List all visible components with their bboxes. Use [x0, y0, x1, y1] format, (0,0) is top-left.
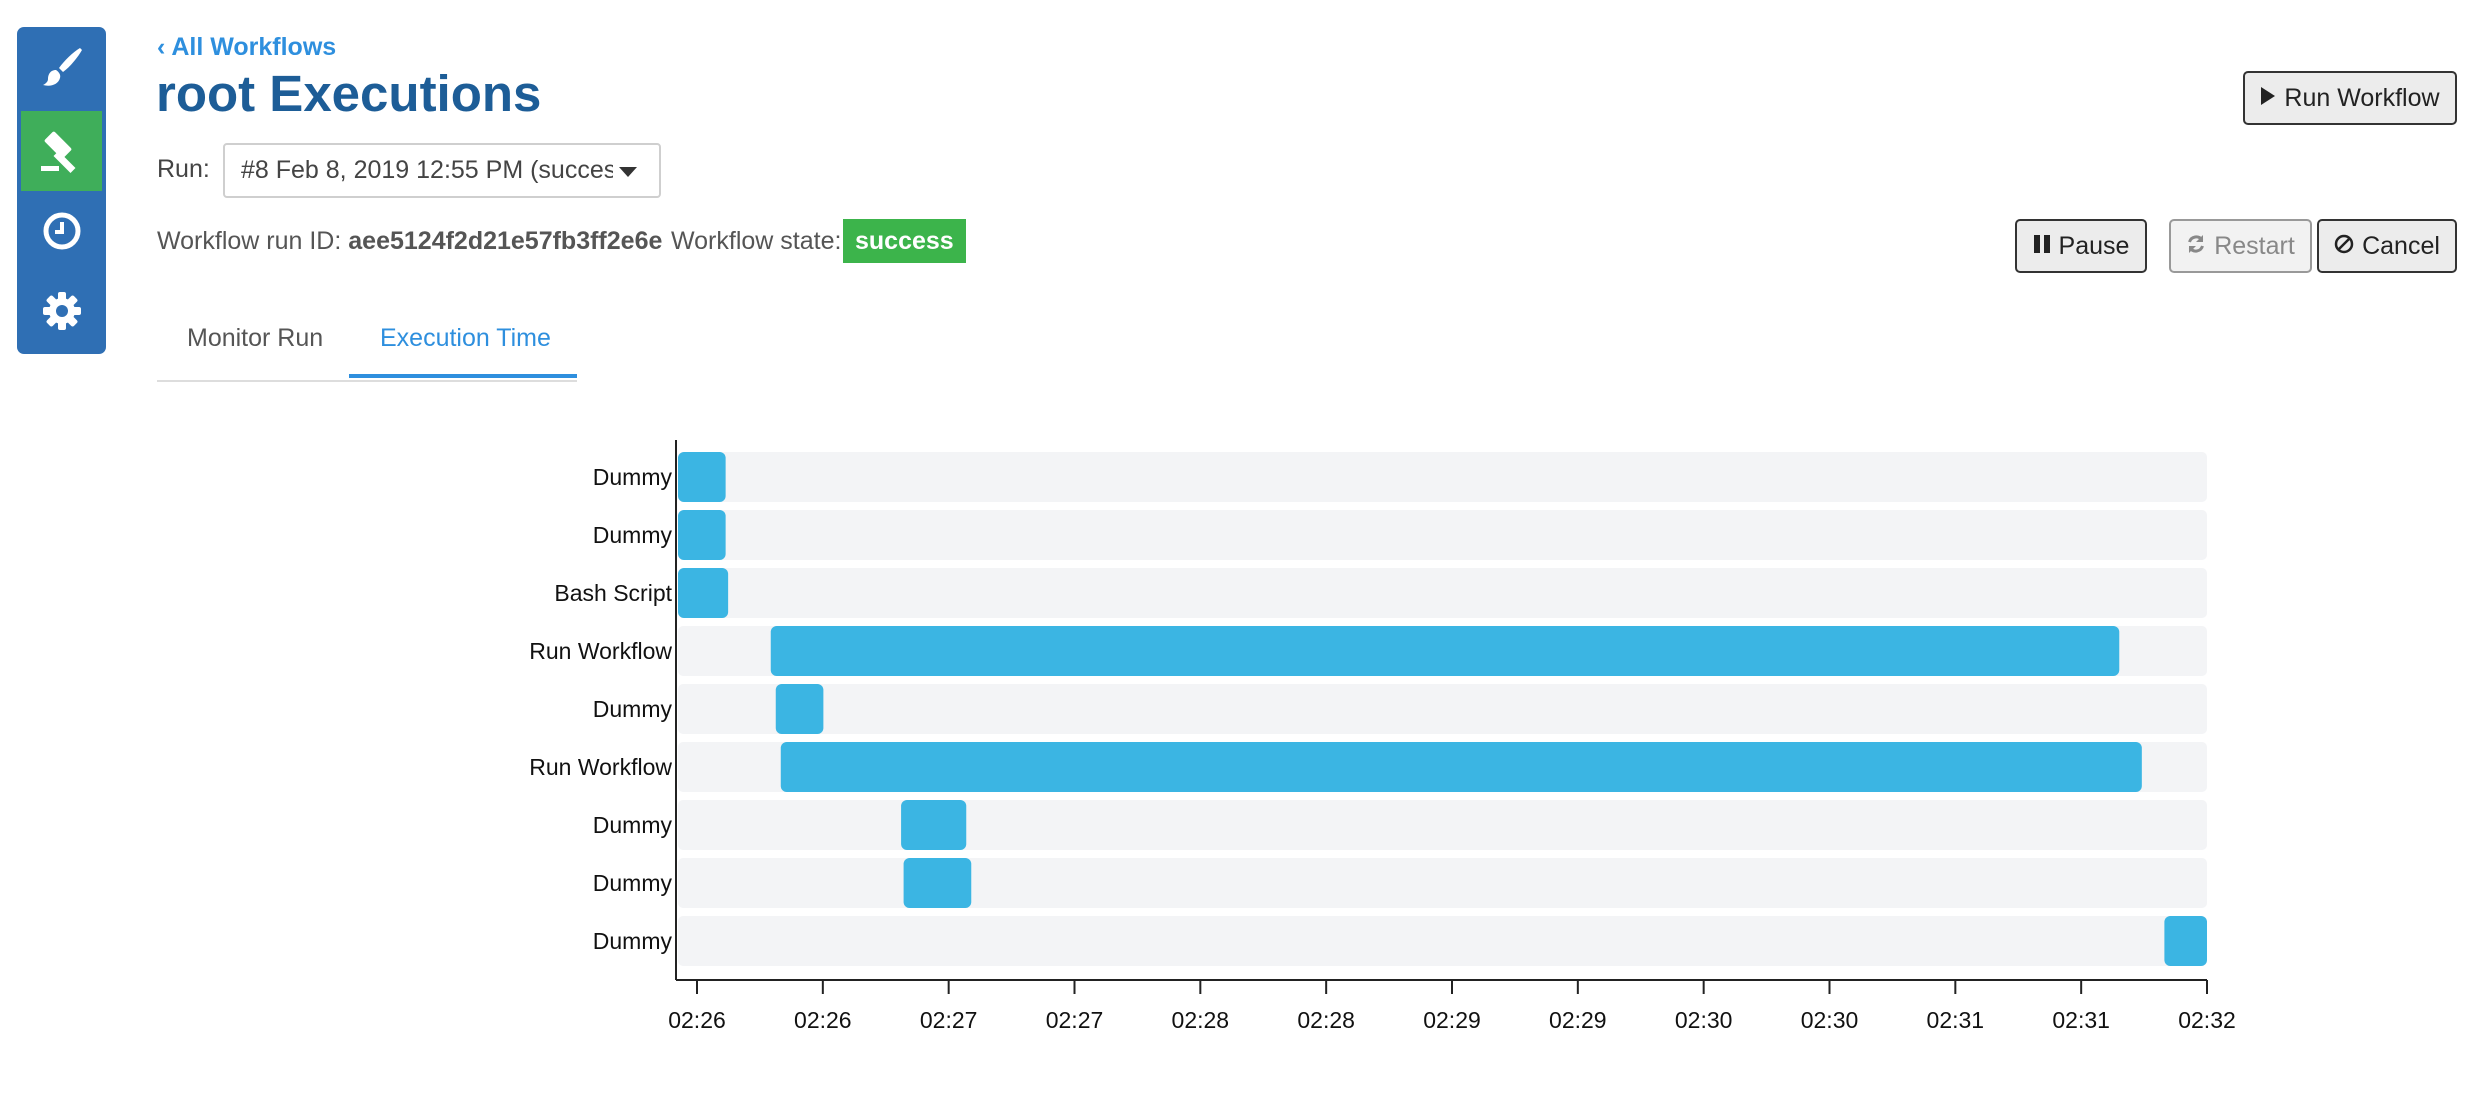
ban-icon: [2334, 232, 2354, 261]
cancel-button[interactable]: Cancel: [2317, 219, 2457, 273]
workflow-run-id: Workflow run ID: aee5124f2d21e57fb3ff2e6…: [157, 227, 662, 256]
chart-task-label: Dummy: [593, 696, 673, 722]
paintbrush-icon: [40, 45, 84, 89]
chart-task-label: Dummy: [593, 928, 673, 954]
chart-x-tick-label: 02:31: [1927, 1007, 1985, 1033]
chart-task-label: Dummy: [593, 812, 673, 838]
pause-label: Pause: [2058, 231, 2130, 260]
all-workflows-link[interactable]: ‹ All Workflows: [157, 33, 337, 61]
chart-task-label: Run Workflow: [529, 638, 672, 664]
restart-label: Restart: [2214, 231, 2295, 260]
sidebar-nav: [17, 27, 106, 354]
active-tab-indicator: [349, 374, 577, 378]
pause-icon: [2033, 232, 2051, 261]
chart-x-tick-label: 02:29: [1549, 1007, 1607, 1033]
sidebar-item-history[interactable]: [17, 191, 106, 271]
chart-task-bar: [901, 800, 967, 850]
page-title: root Executions: [156, 65, 542, 122]
run-id-value: aee5124f2d21e57fb3ff2e6e: [348, 227, 663, 255]
sidebar-item-executions[interactable]: [21, 111, 102, 191]
chart-task-bar: [780, 742, 2142, 792]
pause-button[interactable]: Pause: [2015, 219, 2147, 273]
chart-x-tick-label: 02:30: [1801, 1007, 1859, 1033]
status-badge: success: [843, 219, 966, 263]
tab-monitor-run[interactable]: Monitor Run: [187, 324, 324, 352]
run-label: Run:: [157, 155, 210, 183]
tab-execution-time[interactable]: Execution Time: [380, 324, 551, 352]
chart-task-label: Dummy: [593, 522, 673, 548]
gear-icon: [41, 290, 83, 332]
chart-task-bar: [2164, 916, 2207, 966]
tab-bar: Monitor Run Execution Time: [157, 308, 577, 382]
chart-x-tick-label: 02:26: [794, 1007, 852, 1033]
caret-down-icon: [619, 167, 637, 177]
chart-task-bar: [770, 626, 2120, 676]
chart-row-track: [678, 452, 2207, 502]
chart-task-label: Dummy: [593, 870, 673, 896]
gavel-icon: [39, 128, 85, 174]
chart-row-track: [678, 684, 2207, 734]
chart-x-tick-label: 02:26: [668, 1007, 726, 1033]
chart-task-bar: [678, 510, 726, 560]
chart-row-track: [678, 916, 2207, 966]
chart-x-tick-label: 02:28: [1172, 1007, 1230, 1033]
run-workflow-label: Run Workflow: [2284, 83, 2440, 112]
chart-x-tick-label: 02:28: [1297, 1007, 1355, 1033]
clock-icon: [41, 210, 83, 252]
chart-x-tick-label: 02:31: [2052, 1007, 2110, 1033]
run-id-label: Workflow run ID:: [157, 227, 342, 255]
chart-row-track: [678, 510, 2207, 560]
chart-x-tick-label: 02:30: [1675, 1007, 1733, 1033]
run-select[interactable]: #8 Feb 8, 2019 12:55 PM (success): [223, 143, 661, 198]
play-icon: [2260, 84, 2276, 113]
cancel-label: Cancel: [2362, 231, 2440, 260]
chart-task-bar: [903, 858, 972, 908]
run-select-value: #8 Feb 8, 2019 12:55 PM (success): [241, 156, 613, 184]
chart-row-track: [678, 800, 2207, 850]
chart-task-label: Run Workflow: [529, 754, 672, 780]
chart-task-bar: [678, 452, 726, 502]
chart-task-label: Dummy: [593, 464, 673, 490]
sidebar-item-settings[interactable]: [17, 271, 106, 351]
workflow-state-label: Workflow state:: [671, 227, 842, 255]
chart-task-label: Bash Script: [554, 580, 672, 606]
refresh-icon: [2186, 232, 2206, 261]
chart-task-bar: [678, 568, 729, 618]
run-workflow-button[interactable]: Run Workflow: [2243, 71, 2457, 125]
chart-x-tick-label: 02:27: [920, 1007, 978, 1033]
sidebar-item-editor[interactable]: [17, 27, 106, 107]
chart-x-tick-label: 02:27: [1046, 1007, 1104, 1033]
chart-task-bar: [775, 684, 824, 734]
chart-x-tick-label: 02:29: [1423, 1007, 1481, 1033]
chart-x-tick-label: 02:32: [2178, 1007, 2236, 1033]
chart-row-track: [678, 568, 2207, 618]
restart-button[interactable]: Restart: [2169, 219, 2312, 273]
chart-row-track: [678, 858, 2207, 908]
